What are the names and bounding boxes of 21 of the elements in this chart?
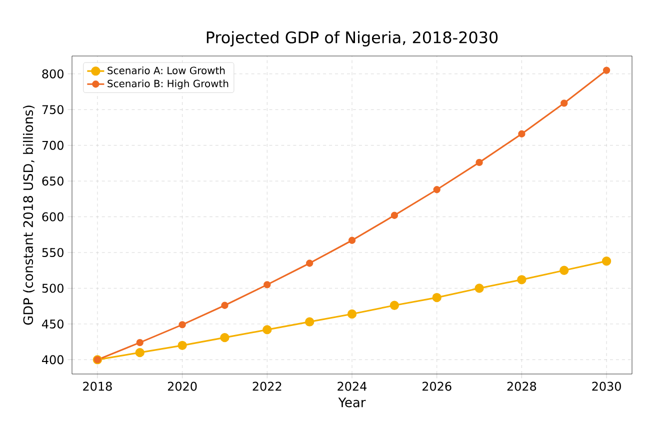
y-tick-label: 500 [42,284,64,293]
chart-title: Projected GDP of Nigeria, 2018-2030 [206,31,498,46]
x-tick-label: 2018 [83,382,112,391]
x-tick-label: 2022 [252,382,282,391]
y-tick-label: 750 [42,105,64,114]
x-axis-title: Year [338,398,366,408]
x-tick-label: 2024 [338,382,367,391]
legend-label: Scenario B: High Growth [108,80,228,90]
legend-label: Scenario A: Low Growth [108,66,225,74]
y-tick-label: 450 [42,319,64,328]
y-tick-label: 700 [42,140,64,150]
y-tick-label: 650 [42,176,64,186]
x-tick-label: 2030 [592,382,621,391]
y-tick-label: 400 [42,355,64,364]
x-tick-label: 2020 [168,382,197,391]
y-tick-label: 550 [42,248,64,258]
y-axis-title: GDP (constant 2018 USD, billions) [23,106,35,325]
x-tick-label: 2026 [422,382,452,391]
x-tick-label: 2028 [507,382,536,391]
y-tick-label: 800 [42,69,64,78]
y-tick-label: 600 [42,212,64,222]
